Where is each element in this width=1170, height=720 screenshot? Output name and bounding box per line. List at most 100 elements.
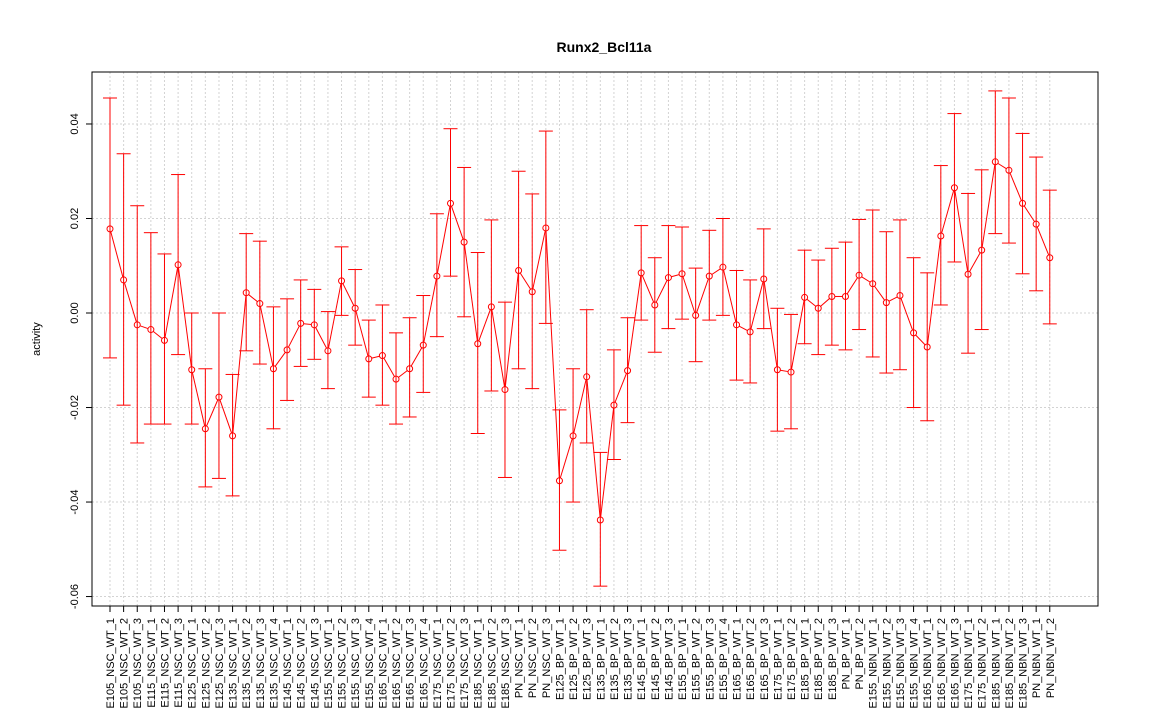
x-tick-label: E125_NSC_WT_3: [214, 618, 226, 709]
x-tick-label: E185_NSC_WT_2: [486, 618, 498, 709]
series-line-segment: [820, 298, 830, 307]
x-tick-label: E165_NSC_WT_1: [377, 618, 389, 709]
x-tick-label: E155_NBN_WT_1: [868, 618, 880, 709]
data-point: [555, 477, 563, 485]
y-tick-label: 0.00: [69, 302, 81, 323]
data-point: [338, 277, 346, 285]
data-point: [201, 425, 209, 433]
data-point: [297, 319, 305, 327]
series-line-segment: [177, 267, 192, 367]
series-line-segment: [559, 438, 573, 479]
x-tick-label: E145_BP_WT_3: [663, 618, 675, 700]
data-point: [120, 276, 128, 284]
series-line-segment: [451, 206, 464, 240]
series-line-segment: [110, 231, 124, 278]
series-line-segment: [888, 296, 898, 302]
data-point: [283, 346, 291, 354]
x-tick-label: E155_NSC_WT_3: [350, 618, 362, 709]
x-tick-label: E165_BP_WT_3: [759, 618, 771, 700]
series-line-segment: [423, 278, 437, 343]
data-point: [174, 261, 182, 269]
x-tick-label: E185_NSC_WT_1: [473, 618, 485, 709]
x-tick-label: PN_NSC_WT_2: [527, 618, 539, 698]
series-line-segment: [861, 276, 871, 283]
data-point: [433, 272, 441, 280]
data-point: [787, 368, 795, 376]
x-axis: E105_NSC_WT_1 E105_NSC_WT_2 E105_NSC_WT_3 E…: [105, 606, 1057, 709]
data-point: [705, 272, 713, 280]
series-line-segment: [600, 408, 615, 518]
data-point: [133, 321, 141, 329]
x-tick-label: E165_NSC_WT_4: [418, 618, 430, 709]
x-tick-label: E105_NSC_WT_1: [105, 618, 117, 709]
series-line-segment: [436, 206, 451, 274]
series-line-segment: [328, 283, 342, 348]
data-point: [569, 432, 577, 440]
data-point: [487, 303, 495, 311]
x-tick-label: E155_NSC_WT_1: [323, 618, 335, 709]
x-tick-label: E115_NSC_WT_2: [159, 618, 171, 708]
x-tick-label: PN_BP_WT_2: [854, 618, 866, 690]
x-tick-label: E155_NBN_WT_3: [895, 618, 907, 709]
data-point: [501, 386, 509, 394]
series-line-segment: [464, 245, 478, 341]
data-point: [1019, 199, 1027, 207]
series-line-segment: [232, 295, 247, 433]
series-line-segment: [723, 269, 737, 323]
data-point: [215, 393, 223, 401]
x-tick-label: E155_NBN_WT_4: [909, 618, 921, 709]
series-line-segment: [750, 281, 764, 330]
series-line-segment: [206, 399, 219, 427]
series-line-segment: [627, 275, 642, 368]
series-line-segment: [478, 309, 491, 342]
x-tick-label: E185_NBN_WT_2: [1004, 618, 1016, 709]
series-line-segment: [371, 355, 380, 359]
x-tick-label: E175_NSC_WT_2: [446, 618, 458, 709]
series-line-segment: [900, 298, 914, 331]
data-point: [937, 232, 945, 240]
x-tick-label: E165_NBN_WT_3: [949, 618, 961, 709]
data-point: [964, 270, 972, 278]
data-point: [719, 263, 727, 271]
x-tick-label: E155_BP_WT_4: [718, 618, 730, 700]
plot-frame: [91, 71, 1099, 607]
x-tick-label: E175_NSC_WT_3: [459, 618, 471, 709]
data-point: [841, 292, 849, 300]
data-point: [515, 266, 523, 274]
data-point: [746, 328, 754, 336]
y-tick-label: -0.04: [69, 489, 81, 514]
data-point: [814, 304, 822, 312]
series-line-segment: [969, 252, 981, 272]
x-tick-label: E135_BP_WT_3: [623, 618, 635, 700]
series-line-segment: [315, 327, 327, 349]
x-tick-label: E135_BP_WT_2: [609, 618, 621, 700]
x-tick-label: PN_BP_WT_1: [840, 618, 852, 690]
data-point: [678, 270, 686, 278]
series-line-segment: [152, 331, 163, 339]
x-tick-label: E135_BP_WT_1: [595, 618, 607, 700]
data-point: [256, 300, 264, 308]
series-line-segment: [532, 230, 546, 289]
series-line-segment: [573, 379, 587, 434]
series-line-segment: [614, 373, 627, 403]
series-line-segment: [586, 379, 601, 518]
x-tick-label: E165_BP_WT_1: [732, 618, 744, 700]
data-point: [801, 293, 809, 301]
x-tick-label: E165_NSC_WT_3: [405, 618, 417, 709]
x-tick-label: E165_BP_WT_2: [745, 618, 757, 700]
x-tick-label: E105_NSC_WT_3: [132, 618, 144, 709]
series-line-segment: [997, 162, 1007, 170]
series-line-segment: [791, 300, 805, 370]
series-line-segment: [504, 273, 519, 387]
data-point: [310, 321, 318, 329]
x-tick-label: E125_NSC_WT_2: [200, 618, 212, 709]
x-tick-label: E165_NSC_WT_2: [391, 618, 403, 709]
series-line-segment: [219, 399, 233, 434]
y-tick-label: -0.02: [69, 395, 81, 420]
data-point: [106, 225, 114, 233]
series-line-segment: [1009, 172, 1022, 201]
data-point: [896, 292, 904, 300]
x-tick-label: E185_NSC_WT_3: [500, 618, 512, 709]
x-tick-label: E145_NSC_WT_3: [309, 618, 321, 709]
x-tick-label: E135_NSC_WT_2: [241, 618, 253, 709]
